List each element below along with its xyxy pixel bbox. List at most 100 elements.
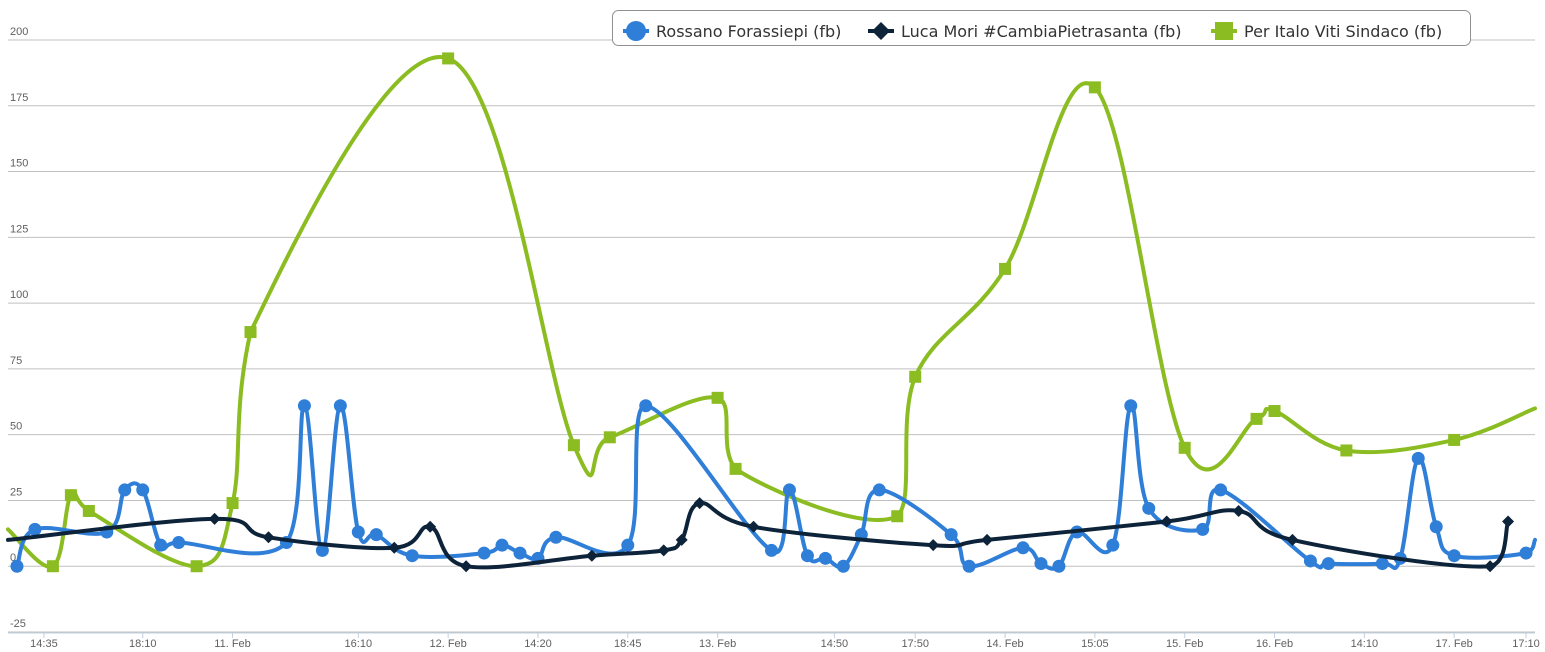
data-point[interactable] bbox=[675, 533, 688, 546]
data-point[interactable] bbox=[944, 528, 958, 542]
data-point[interactable] bbox=[351, 525, 365, 539]
data-point[interactable] bbox=[800, 549, 814, 563]
y-tick-label: 75 bbox=[10, 355, 22, 367]
data-point[interactable] bbox=[1232, 504, 1245, 517]
data-point[interactable] bbox=[549, 530, 563, 544]
data-point[interactable] bbox=[1196, 522, 1210, 536]
data-point[interactable] bbox=[1034, 557, 1048, 571]
data-point[interactable] bbox=[1178, 441, 1191, 454]
data-point[interactable] bbox=[1142, 501, 1156, 515]
data-point[interactable] bbox=[1106, 538, 1120, 552]
data-point[interactable] bbox=[333, 399, 347, 413]
data-point[interactable] bbox=[693, 497, 706, 510]
data-point[interactable] bbox=[513, 546, 527, 560]
data-point[interactable] bbox=[765, 543, 778, 557]
data-point[interactable] bbox=[1214, 483, 1228, 497]
data-point[interactable] bbox=[424, 520, 437, 533]
x-tick-label: 17. Feb bbox=[1436, 638, 1473, 650]
y-tick-label: 125 bbox=[10, 223, 28, 235]
data-point[interactable] bbox=[585, 549, 598, 562]
data-point[interactable] bbox=[1429, 520, 1443, 534]
data-point[interactable] bbox=[136, 483, 150, 497]
data-point[interactable] bbox=[82, 504, 95, 517]
data-point[interactable] bbox=[729, 462, 742, 475]
data-point[interactable] bbox=[909, 370, 922, 383]
data-point[interactable] bbox=[639, 399, 653, 413]
series-line[interactable] bbox=[6, 501, 1511, 570]
data-point[interactable] bbox=[981, 533, 994, 546]
data-point[interactable] bbox=[1286, 533, 1299, 546]
data-point[interactable] bbox=[1016, 541, 1030, 555]
data-point[interactable] bbox=[118, 483, 132, 497]
data-point[interactable] bbox=[495, 538, 509, 552]
data-point[interactable] bbox=[262, 531, 275, 544]
data-point[interactable] bbox=[1321, 557, 1335, 571]
data-point[interactable] bbox=[1411, 451, 1425, 465]
data-point[interactable] bbox=[747, 520, 760, 533]
data-point[interactable] bbox=[621, 538, 635, 552]
legend-item[interactable]: Per Italo Viti Sindaco (fb) bbox=[1211, 22, 1442, 41]
data-point[interactable] bbox=[172, 536, 186, 550]
data-point[interactable] bbox=[891, 510, 904, 523]
y-axis: -25 0 25 50 75 100 125 150 175 200 bbox=[10, 26, 28, 630]
x-tick-label: 14:10 bbox=[1351, 638, 1379, 650]
data-point[interactable] bbox=[711, 391, 724, 404]
series-2 bbox=[6, 52, 1537, 573]
x-axis: 14:35 18:10 11. Feb 16:10 12. Feb 14:20 18:45 1… bbox=[8, 632, 1540, 650]
data-point[interactable] bbox=[927, 539, 940, 552]
data-point[interactable] bbox=[872, 483, 886, 497]
data-point[interactable] bbox=[567, 439, 580, 452]
y-tick-label: 100 bbox=[10, 289, 28, 301]
data-point[interactable] bbox=[1052, 559, 1066, 573]
data-point[interactable] bbox=[442, 52, 455, 65]
data-point[interactable] bbox=[369, 528, 383, 542]
data-point[interactable] bbox=[208, 512, 221, 525]
data-point[interactable] bbox=[1303, 554, 1317, 568]
data-point[interactable] bbox=[28, 522, 42, 536]
y-tick-label: 200 bbox=[10, 26, 28, 38]
data-point[interactable] bbox=[297, 399, 311, 413]
data-point[interactable] bbox=[1375, 557, 1389, 571]
legend-marker bbox=[626, 21, 646, 41]
data-point[interactable] bbox=[657, 544, 670, 557]
series-line[interactable] bbox=[6, 55, 1537, 569]
data-point[interactable] bbox=[1484, 560, 1497, 573]
data-point[interactable] bbox=[460, 560, 473, 573]
data-point[interactable] bbox=[226, 497, 239, 510]
legend[interactable]: Rossano Forassiepi (fb) Luca Mori #Cambia… bbox=[612, 10, 1471, 46]
data-point[interactable] bbox=[388, 541, 401, 554]
data-point[interactable] bbox=[190, 560, 203, 573]
data-point[interactable] bbox=[1124, 399, 1138, 413]
data-point[interactable] bbox=[1160, 515, 1173, 528]
data-point[interactable] bbox=[1250, 412, 1263, 425]
data-point[interactable] bbox=[999, 262, 1012, 275]
data-point[interactable] bbox=[1340, 444, 1353, 457]
data-point[interactable] bbox=[1519, 546, 1533, 560]
x-tick-label: 11. Feb bbox=[214, 638, 251, 650]
data-point[interactable] bbox=[962, 559, 976, 573]
legend-marker bbox=[872, 22, 890, 40]
data-point[interactable] bbox=[1088, 81, 1101, 94]
data-point[interactable] bbox=[154, 538, 168, 552]
data-point[interactable] bbox=[10, 559, 24, 573]
data-point[interactable] bbox=[782, 483, 796, 497]
data-point[interactable] bbox=[244, 326, 257, 339]
data-point[interactable] bbox=[1502, 515, 1515, 528]
data-point[interactable] bbox=[1268, 404, 1281, 417]
legend-box bbox=[612, 10, 1471, 46]
data-point[interactable] bbox=[1448, 433, 1461, 446]
data-point[interactable] bbox=[477, 546, 491, 560]
data-point[interactable] bbox=[64, 489, 77, 502]
data-point[interactable] bbox=[1447, 549, 1461, 563]
legend-label: Rossano Forassiepi (fb) bbox=[656, 22, 841, 41]
data-point[interactable] bbox=[46, 560, 59, 573]
data-point[interactable] bbox=[818, 551, 832, 565]
data-point[interactable] bbox=[603, 431, 616, 444]
legend-item[interactable]: Rossano Forassiepi (fb) bbox=[623, 21, 841, 41]
data-point[interactable] bbox=[836, 559, 850, 573]
legend-item[interactable]: Luca Mori #CambiaPietrasanta (fb) bbox=[868, 22, 1182, 41]
data-point[interactable] bbox=[405, 549, 419, 563]
x-tick-label: 12. Feb bbox=[429, 638, 466, 650]
data-point[interactable] bbox=[315, 543, 329, 557]
